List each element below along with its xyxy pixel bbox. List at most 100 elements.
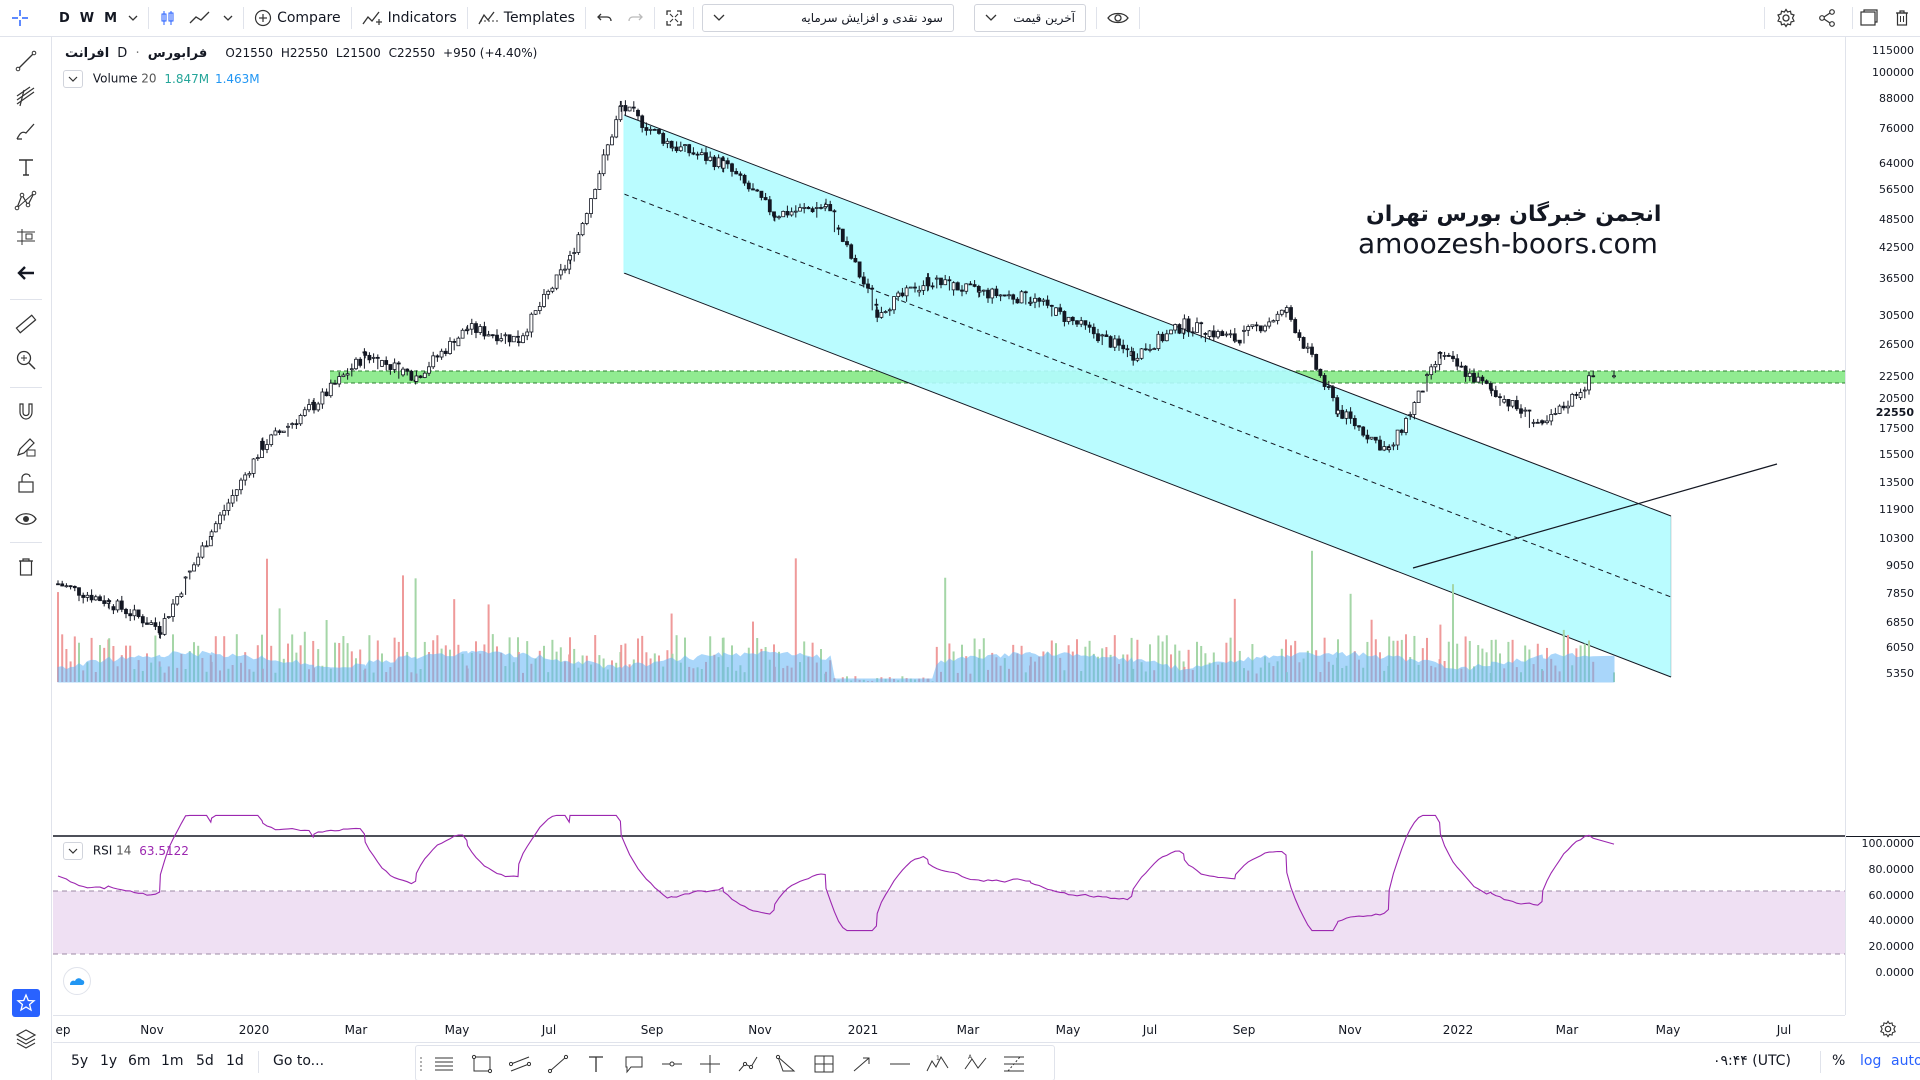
candle-body	[614, 119, 619, 138]
rectangle-icon[interactable]	[470, 1052, 494, 1076]
range-1m-button[interactable]: 1m	[161, 1053, 184, 1069]
indicators-button[interactable]: Indicators	[356, 4, 463, 32]
interval-m-button[interactable]: M	[104, 10, 118, 26]
magnet-icon[interactable]	[12, 397, 40, 425]
interval-dropdown-icon[interactable]	[122, 4, 144, 32]
layers-icon[interactable]	[12, 1025, 40, 1053]
text-tool-icon[interactable]	[12, 153, 40, 181]
symbol-legend[interactable]: افرانت D · فرابورس O21550 H22550 L21500 …	[65, 46, 537, 61]
unlock-icon[interactable]	[12, 469, 40, 497]
volume-legend[interactable]: Volume 20 1.847M 1.463M	[63, 70, 260, 88]
candle-body	[568, 255, 572, 261]
candle-body	[98, 596, 102, 602]
templates-button[interactable]: Templates	[472, 4, 581, 32]
close-value: 22550	[397, 46, 436, 60]
percent-toggle[interactable]: %	[1832, 1053, 1846, 1069]
candles-icon[interactable]	[153, 4, 183, 32]
horizontal-ray-icon[interactable]	[660, 1052, 684, 1076]
cross-line-icon[interactable]	[698, 1052, 722, 1076]
trend-line-icon[interactable]	[12, 47, 40, 75]
abc-wave-icon[interactable]: A	[964, 1052, 988, 1076]
lock-pencil-icon[interactable]	[12, 433, 40, 461]
callout-icon[interactable]	[622, 1052, 646, 1076]
candle-body	[725, 160, 730, 165]
candle-body	[1412, 402, 1417, 415]
drag-handle-icon[interactable]	[416, 1052, 426, 1076]
compare-button[interactable]: Compare	[248, 4, 347, 32]
range-1d-button[interactable]: 1d	[226, 1053, 244, 1069]
interval-w-button[interactable]: W	[79, 10, 95, 26]
redo-icon[interactable]	[620, 4, 650, 32]
volume-bar	[1311, 550, 1313, 682]
fullscreen-icon[interactable]	[659, 4, 689, 32]
horizontal-line-icon[interactable]	[888, 1052, 912, 1076]
elliott-wave-icon[interactable]: 1	[926, 1052, 950, 1076]
axis-settings-gear-icon[interactable]	[1876, 1018, 1900, 1040]
prediction-icon[interactable]	[12, 223, 40, 251]
candle-body	[1284, 307, 1289, 313]
price-axis[interactable]: 115000 100000 88000 76000 64000 56500 48500 425…	[1845, 37, 1920, 1015]
watchlist-star-icon[interactable]	[12, 989, 40, 1017]
layout-icon[interactable]	[1853, 4, 1885, 32]
chevron-down-icon[interactable]	[63, 842, 83, 860]
zoom-in-icon[interactable]	[12, 346, 40, 374]
volume-bar	[393, 637, 396, 682]
volume-bar	[350, 651, 353, 682]
path-icon[interactable]	[736, 1052, 760, 1076]
chart-area[interactable]: افرانت D · فرابورس O21550 H22550 L21500 …	[53, 37, 1845, 1015]
ascending-trend-line[interactable]	[1412, 463, 1778, 569]
candle-body	[1066, 316, 1071, 322]
horizontal-lines-icon[interactable]	[432, 1052, 456, 1076]
pattern-icon[interactable]	[12, 187, 40, 215]
tradingview-logo-icon[interactable]	[63, 967, 91, 995]
interval-d-button[interactable]: D	[59, 10, 70, 26]
candle-body	[1340, 409, 1345, 419]
date-price-range-icon[interactable]	[812, 1052, 836, 1076]
fib-retracement-icon[interactable]	[1002, 1052, 1026, 1076]
brush-icon[interactable]	[12, 117, 40, 145]
candle-body	[478, 326, 483, 333]
eye-icon[interactable]	[1101, 4, 1135, 32]
chart-type-dropdown-icon[interactable]	[217, 4, 239, 32]
goto-button[interactable]: Go to...	[273, 1053, 325, 1069]
triangle-pattern-icon[interactable]	[774, 1052, 798, 1076]
settings-gear-icon[interactable]	[1770, 4, 1802, 32]
candle-body	[431, 355, 436, 368]
range-6m-button[interactable]: 6m	[128, 1053, 151, 1069]
rsi-legend[interactable]: RSI 14 63.5122	[63, 842, 189, 860]
pitchfork-icon[interactable]	[12, 82, 40, 110]
ruler-icon[interactable]	[12, 310, 40, 338]
candle-body	[1216, 331, 1220, 338]
undo-icon[interactable]	[590, 4, 620, 32]
log-toggle[interactable]: log	[1860, 1053, 1882, 1069]
price-type-dropdown[interactable]: آخرین قیمت	[973, 4, 1086, 32]
chevron-down-icon[interactable]	[63, 70, 83, 88]
text-icon[interactable]	[584, 1052, 608, 1076]
candle-body	[605, 144, 610, 156]
candle-body	[1177, 324, 1182, 334]
range-5y-button[interactable]: 5y	[71, 1053, 89, 1069]
share-icon[interactable]	[1811, 4, 1843, 32]
crosshair-icon[interactable]	[0, 4, 40, 32]
candle-body	[427, 366, 431, 374]
time-axis[interactable]: ep Nov 2020 Mar May Jul Sep Nov 2021 Mar May Jul Sep…	[53, 1015, 1845, 1042]
line-style-icon[interactable]	[183, 4, 217, 32]
utc-time[interactable]: ۰۹:۴۴ (UTC)	[1713, 1053, 1791, 1069]
parallel-channel-icon[interactable]	[508, 1052, 532, 1076]
trend-line-icon[interactable]	[546, 1052, 570, 1076]
candle-body	[1373, 436, 1378, 441]
trash-icon[interactable]	[1888, 4, 1916, 32]
eye-icon[interactable]	[12, 505, 40, 533]
arrow-left-icon[interactable]	[12, 259, 40, 287]
trash-icon[interactable]	[12, 553, 40, 581]
auto-toggle[interactable]: auto	[1891, 1053, 1920, 1069]
candle-body	[294, 423, 299, 426]
price-chart[interactable]	[53, 37, 1845, 1015]
dividend-adjust-dropdown[interactable]: سود نقدی و افزایش سرمایه	[701, 4, 954, 32]
range-1y-button[interactable]: 1y	[100, 1053, 118, 1069]
candle-body	[1498, 396, 1502, 399]
rsi-axis-label: 100.0000	[1861, 837, 1915, 850]
range-5d-button[interactable]: 5d	[196, 1053, 214, 1069]
volume-bar	[675, 635, 678, 682]
arrow-line-icon[interactable]	[850, 1052, 874, 1076]
